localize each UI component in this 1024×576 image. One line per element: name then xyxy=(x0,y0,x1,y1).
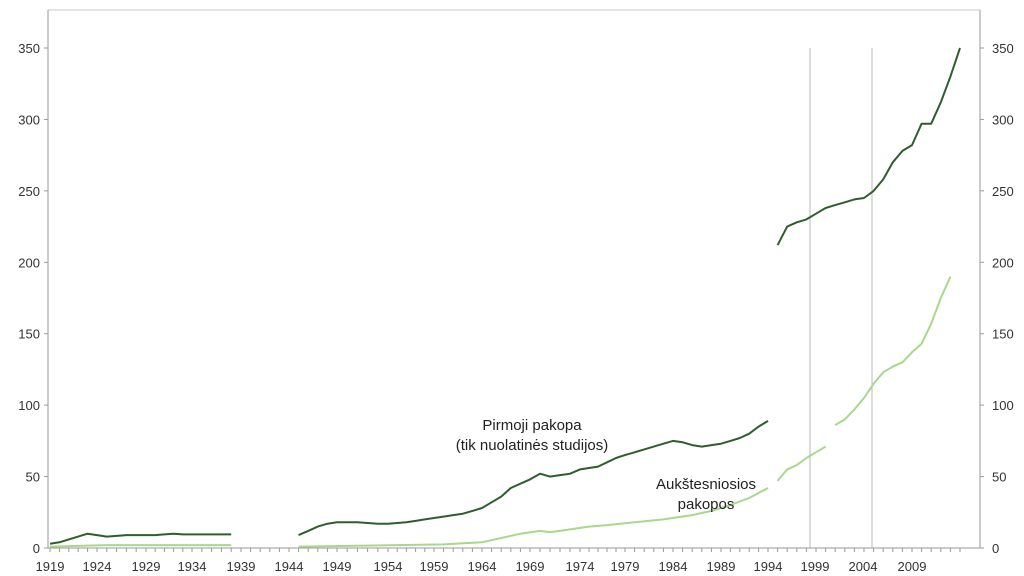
y-axis-left: 0 50 100 150 200 250 300 350 xyxy=(18,41,48,556)
y-tick-label-right: 0 xyxy=(992,541,999,556)
x-tick-label: 1999 xyxy=(801,559,830,574)
y-tick-label-right: 50 xyxy=(992,470,1006,485)
y-tick-label-left: 0 xyxy=(33,541,40,556)
series-line-segment-pirmoji xyxy=(49,532,232,545)
x-axis: 1919 1924 1929 1934 1939 1944 1949 1954 1959 1964… xyxy=(36,548,961,574)
annotation-pirmoji-pakopa: (tik nuolatinės studijos) xyxy=(456,437,609,454)
y-tick-label-right: 200 xyxy=(992,255,1014,270)
y-tick-label-left: 250 xyxy=(18,184,40,199)
x-tick-label: 1989 xyxy=(707,559,736,574)
x-tick-label: 1959 xyxy=(420,559,449,574)
x-tick-label: 1994 xyxy=(754,559,783,574)
y-tick-label-right: 300 xyxy=(992,112,1014,127)
x-tick-label: 1924 xyxy=(83,559,112,574)
y-axis-right: 0 50 100 150 200 250 300 350 xyxy=(980,41,1014,556)
x-tick-label: 1919 xyxy=(36,559,65,574)
x-tick-label: 1949 xyxy=(323,559,352,574)
y-tick-label-left: 350 xyxy=(18,41,40,56)
x-tick-label: 2004 xyxy=(849,559,878,574)
x-tick-label: 1934 xyxy=(178,559,207,574)
x-tick-label: 1954 xyxy=(374,559,403,574)
annotation-aukstesniosios: Aukštesniosios xyxy=(656,476,756,493)
y-tick-label-right: 100 xyxy=(992,398,1014,413)
series-line-segment-aukstesniosios xyxy=(834,276,952,426)
x-tick-label: 1969 xyxy=(516,559,545,574)
series-lines xyxy=(49,47,961,548)
y-tick-label-left: 100 xyxy=(18,398,40,413)
y-tick-label-left: 50 xyxy=(26,470,40,485)
y-tick-label-right: 150 xyxy=(992,327,1014,342)
annotation-pirmoji-pakopa: Pirmoji pakopa xyxy=(482,417,582,434)
y-tick-label-right: 250 xyxy=(992,184,1014,199)
y-tick-label-right: 350 xyxy=(992,41,1014,56)
x-tick-label: 1974 xyxy=(566,559,595,574)
vertical-markers xyxy=(809,48,873,548)
x-tick-label: 1939 xyxy=(227,559,256,574)
annotations: Pirmoji pakopa (tik nuolatinės studijos) A… xyxy=(456,417,756,513)
x-tick-label: 1964 xyxy=(468,559,497,574)
x-tick-label: 1979 xyxy=(611,559,640,574)
x-tick-label: 1984 xyxy=(659,559,688,574)
series-line-segment-aukstesniosios xyxy=(49,544,232,548)
annotation-aukstesniosios: pakopos xyxy=(678,496,735,513)
x-tick-label: 2009 xyxy=(898,559,927,574)
series-line-segment-pirmoji xyxy=(298,420,769,537)
y-tick-label-left: 300 xyxy=(18,112,40,127)
series-line-segment-pirmoji xyxy=(776,47,961,246)
y-tick-label-left: 150 xyxy=(18,327,40,342)
x-tick-label: 1944 xyxy=(275,559,304,574)
x-tick-label: 1929 xyxy=(132,559,161,574)
series-line-segment-aukstesniosios xyxy=(776,445,827,482)
series-line-segment-aukstesniosios xyxy=(298,487,769,548)
y-tick-label-left: 200 xyxy=(18,255,40,270)
